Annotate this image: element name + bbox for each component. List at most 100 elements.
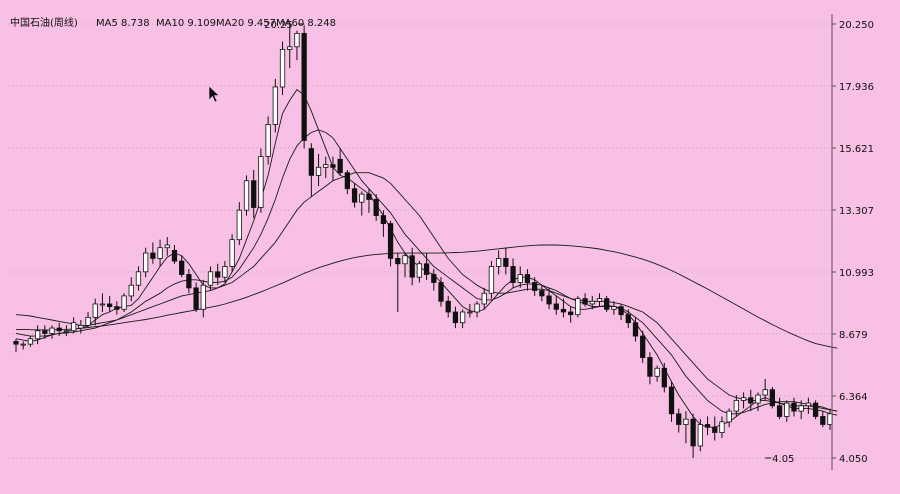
candle-body [661,367,667,388]
candle-up [805,397,812,414]
candle-down [373,194,379,221]
candle-up [128,277,134,302]
candle-down [510,258,516,288]
candle-down [791,397,797,417]
candle-body [805,402,812,407]
candle-up [63,325,70,337]
candle-up [157,239,163,267]
candle-body [647,357,653,377]
candle-down [107,295,113,312]
candle-down [150,242,156,264]
candle-body [287,46,293,50]
candle-body [387,223,394,259]
candle-body [359,193,365,203]
candle-body [92,303,98,318]
candle-up [207,266,214,291]
candle-up [719,416,725,438]
candle-body [395,258,401,265]
candle-down [56,322,62,337]
candle-down [647,352,653,385]
candle-down [676,408,682,433]
candle-up [135,266,142,291]
candle-body [604,298,610,310]
candle-down [366,188,372,213]
candle-body [798,405,804,412]
candle-up [20,341,26,350]
candle-down [704,416,711,436]
candle-down [308,143,314,197]
candle-body [524,274,531,283]
candle-down [812,400,819,420]
candle-body [380,215,387,224]
candle-down [618,303,624,321]
candle-body [582,298,588,305]
candle-body [34,330,41,340]
candle-body [481,292,487,305]
y-tick-label: 13.307 [839,206,874,217]
candle-body [748,397,754,404]
candle-body [445,300,451,313]
candle-body [618,306,624,316]
candle-down [582,293,588,307]
candle-up [143,247,149,278]
candle-body [27,338,34,345]
candle-up [726,408,732,428]
candle-up [222,261,228,283]
candle-up [517,266,523,288]
candle-down [387,220,394,267]
candle-up [294,30,300,61]
candle-up [402,253,408,278]
candle-body [13,341,19,345]
candle-body [215,271,221,278]
high-annotation: 20.25 [264,20,293,31]
candle-up [459,309,466,329]
candle-down [452,306,459,329]
candle-down [632,317,639,342]
candle-up [49,325,55,339]
candle-body [243,180,250,211]
candle-body [157,247,163,259]
candle-body [820,416,826,425]
candle-up [467,303,473,318]
candle-body [308,148,314,176]
candle-body [323,164,329,168]
candle-body [539,290,545,297]
candle-body [330,164,336,168]
candle-body [589,300,595,305]
candle-body [315,166,322,176]
candle-down [431,269,437,291]
candle-body [755,394,761,404]
candle-body [510,266,516,283]
candle-body [402,255,408,265]
candle-body [431,274,437,283]
legend: 中国石油(周线) MA5 8.738 MA10 9.109 MA20 9.457 MA… [10,16,336,29]
candle-up [488,261,495,299]
candle-body [733,400,739,412]
candle-up [164,236,170,256]
candle-body [258,156,264,208]
candle-up [34,325,41,345]
candle-body [596,298,603,302]
candle-down [769,387,776,409]
candle-body [164,244,170,249]
candle-down [445,295,451,318]
candle-body [474,303,480,313]
candle-up [798,400,804,420]
candle-body [812,402,819,417]
candle-body [568,311,574,316]
y-tick-label: 10.993 [839,268,874,279]
candles [13,24,833,458]
candle-body [683,418,689,425]
candle-body [488,266,495,294]
candle-down [690,413,696,458]
y-tick-label: 8.679 [839,330,868,341]
candle-up [229,234,235,272]
candle-body [459,311,466,324]
candle-up [611,301,617,315]
candle-up [85,311,91,329]
candle-up [697,419,703,452]
candle-up [92,298,98,326]
candle-body [503,258,509,267]
candle-up [416,261,423,283]
candle-down [532,277,538,296]
